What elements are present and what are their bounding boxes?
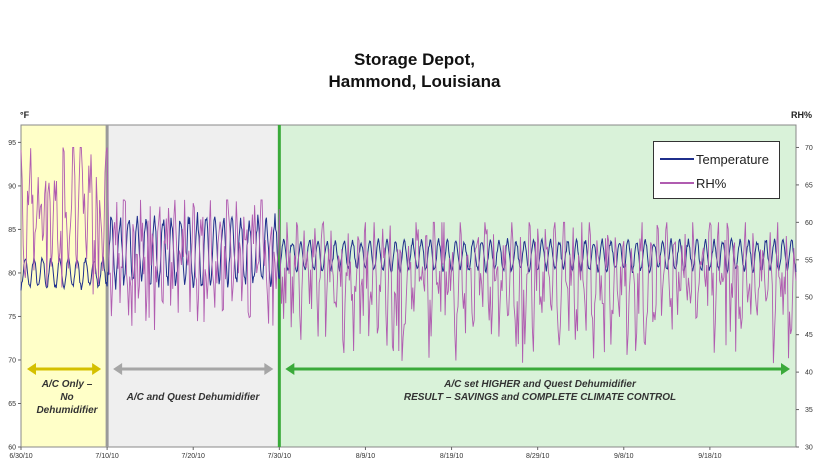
left-axis-tick-label: 75 — [8, 314, 16, 321]
left-axis-tick-label: 65 — [8, 401, 16, 408]
right-axis-tick-label: 35 — [805, 407, 813, 414]
x-axis-tick-label: 7/10/10 — [95, 453, 118, 460]
region-2-arrow-head-right — [264, 363, 274, 375]
region-1-label-line: Dehumidifier — [36, 405, 98, 416]
left-axis-unit: °F — [20, 110, 30, 120]
region-3-label-line: A/C set HIGHER and Quest Dehumidifier — [444, 379, 636, 390]
series-line-temperature — [20, 212, 797, 291]
left-axis-tick-label: 80 — [8, 270, 16, 277]
right-axis-tick-label: 40 — [805, 370, 813, 377]
region-2-label-line: A/C and Quest Dehumidifier — [126, 392, 260, 403]
chart-legend: Temperature RH% — [653, 141, 780, 199]
chart-title-line2: Hammond, Louisiana — [328, 72, 501, 91]
region-2-label: A/C and Quest Dehumidifier — [108, 391, 278, 404]
right-axis-tick-label: 70 — [805, 145, 813, 152]
x-axis-tick-label: 9/18/10 — [698, 453, 721, 460]
right-axis-tick-label: 60 — [805, 220, 813, 227]
right-axis-tick-label: 50 — [805, 295, 813, 302]
region-3-label: A/C set HIGHER and Quest Dehumidifier RE… — [290, 378, 790, 404]
legend-label-rh: RH% — [696, 175, 727, 191]
right-axis-tick-label: 45 — [805, 332, 813, 339]
x-axis-tick-label: 8/19/10 — [440, 453, 463, 460]
left-axis-tick-label: 85 — [8, 227, 16, 234]
region-3-arrow-head-right — [781, 363, 790, 375]
legend-label-temperature: Temperature — [696, 151, 769, 167]
legend-item-rh: RH% — [660, 175, 726, 191]
region-1-label-line: No — [60, 392, 74, 403]
region-2-arrow-head-left — [113, 363, 123, 375]
x-axis-tick-label: 9/8/10 — [614, 453, 634, 460]
region-1-label: A/C Only – No Dehumidifier — [27, 378, 107, 417]
left-axis-tick-label: 95 — [8, 140, 16, 147]
region-3-label-line: RESULT – SAVINGS and COMPLETE CLIMATE CO… — [403, 392, 677, 403]
x-axis-tick-label: 7/30/10 — [268, 453, 291, 460]
chart-title-line1: Storage Depot, — [354, 50, 475, 69]
legend-swatch-temperature — [660, 158, 694, 160]
x-axis-tick-label: 7/20/10 — [182, 453, 205, 460]
left-axis-tick-label: 90 — [8, 183, 16, 190]
x-axis-tick-label: 8/29/10 — [526, 453, 549, 460]
x-axis-tick-label: 8/9/10 — [356, 453, 376, 460]
region-3-arrow-head-left — [285, 363, 295, 375]
right-axis-unit: RH% — [791, 110, 813, 120]
region-1-label-line: A/C Only – — [41, 379, 93, 390]
right-axis-tick-label: 55 — [805, 257, 813, 264]
series-line-rh — [20, 147, 797, 364]
region-1-arrow-head-right — [92, 363, 102, 375]
left-axis-tick-label: 60 — [8, 445, 16, 452]
x-axis-tick-label: 6/30/10 — [9, 453, 32, 460]
right-axis-tick-label: 65 — [805, 182, 813, 189]
legend-item-temperature: Temperature — [660, 151, 769, 167]
legend-swatch-rh — [660, 182, 694, 184]
left-axis-tick-label: 70 — [8, 357, 16, 364]
right-axis-tick-label: 30 — [805, 445, 813, 452]
region-1-arrow-head-left — [27, 363, 36, 375]
